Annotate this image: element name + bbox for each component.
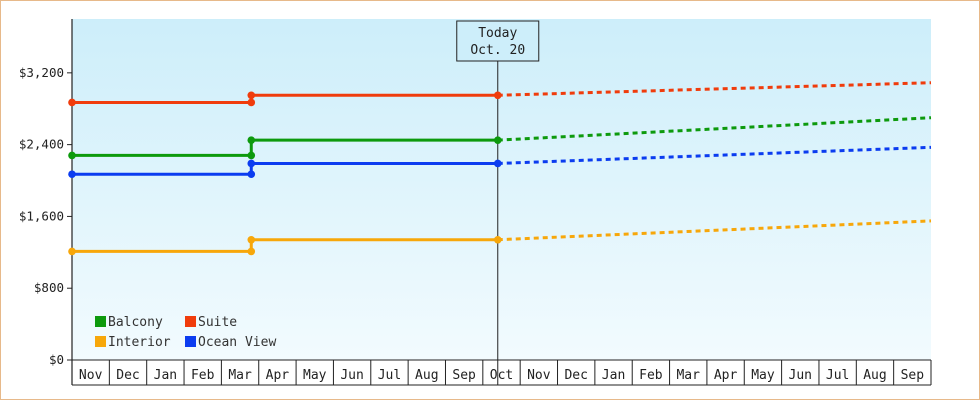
- legend-swatch-interior: [95, 336, 106, 347]
- series-lines: [68, 81, 932, 256]
- legend-swatch-ocean-view: [185, 336, 196, 347]
- series-forecast-ocean-view: [497, 145, 932, 165]
- month-label: Nov: [79, 368, 103, 383]
- month-label: Apr: [714, 368, 738, 383]
- x-axis: Nov Dec Jan Feb Mar Apr May Jun Jul Aug Sep Oct Nov D…: [71, 360, 932, 386]
- today-box: [456, 20, 540, 62]
- series-forecast-interior: [497, 219, 932, 242]
- month-label: Sep: [901, 368, 925, 383]
- y-axis: $0 $800 $1,600 $2,400 $3,200: [19, 19, 931, 385]
- series-forecast-suite: [497, 81, 932, 97]
- month-label: Aug: [863, 368, 886, 383]
- legend-label-interior: Interior: [108, 335, 171, 350]
- month-label: Sep: [452, 368, 476, 383]
- legend-label-ocean-view: Ocean View: [198, 335, 276, 350]
- y-tick-label: $2,400: [19, 137, 64, 152]
- today-date: Oct. 20: [470, 43, 525, 58]
- month-label: Feb: [639, 368, 663, 383]
- series-line-ocean-view: [72, 161, 498, 176]
- month-label: Aug: [415, 368, 438, 383]
- y-tick-label: $3,200: [19, 65, 64, 80]
- data-point-suite: [68, 98, 76, 107]
- data-point-interior: [247, 235, 256, 244]
- data-point-ocean-view: [493, 159, 502, 168]
- today-marker: Today Oct. 20: [456, 20, 540, 385]
- month-label: Mar: [676, 368, 700, 383]
- data-point-ocean-view: [247, 159, 256, 168]
- month-label: Jun: [789, 368, 812, 383]
- legend-swatch-suite: [185, 316, 196, 327]
- month-label: Dec: [116, 368, 139, 383]
- month-label: Oct: [490, 368, 513, 383]
- series-line-balcony: [72, 138, 498, 157]
- month-label: Jul: [378, 368, 401, 383]
- data-point-balcony: [247, 136, 256, 144]
- month-label: Nov: [527, 368, 551, 383]
- data-point-suite: [493, 91, 502, 100]
- data-point-balcony: [68, 151, 76, 160]
- data-point-balcony: [247, 151, 256, 160]
- legend-label-suite: Suite: [198, 315, 237, 330]
- legend-swatch-balcony: [95, 316, 106, 327]
- y-tick-label: $800: [34, 280, 64, 295]
- month-label: Dec: [564, 368, 587, 383]
- data-point-suite: [247, 98, 256, 107]
- series-forecast-balcony: [497, 116, 932, 142]
- month-label: Mar: [228, 368, 252, 383]
- data-point-ocean-view: [247, 170, 256, 179]
- month-label: Jul: [826, 368, 849, 383]
- y-tick-label: $0: [49, 352, 64, 367]
- data-point-interior: [493, 235, 502, 244]
- legend-label-balcony: Balcony: [108, 315, 163, 330]
- month-label: Jan: [154, 368, 177, 383]
- month-label: May: [751, 368, 775, 383]
- data-point-suite: [247, 91, 256, 100]
- month-label: Apr: [266, 368, 290, 383]
- data-point-balcony: [493, 136, 502, 144]
- plot-background: [72, 19, 931, 360]
- data-point-interior: [68, 247, 76, 256]
- data-point-ocean-view: [68, 170, 76, 179]
- month-label: Jan: [602, 368, 625, 383]
- month-label: Feb: [191, 368, 215, 383]
- series-line-interior: [72, 238, 498, 253]
- data-point-interior: [247, 247, 256, 256]
- y-tick-label: $1,600: [19, 208, 64, 223]
- legend: Balcony Suite Interior Ocean View: [95, 315, 276, 350]
- today-label: Today: [478, 26, 517, 41]
- month-label: May: [303, 368, 327, 383]
- month-label: Jun: [340, 368, 363, 383]
